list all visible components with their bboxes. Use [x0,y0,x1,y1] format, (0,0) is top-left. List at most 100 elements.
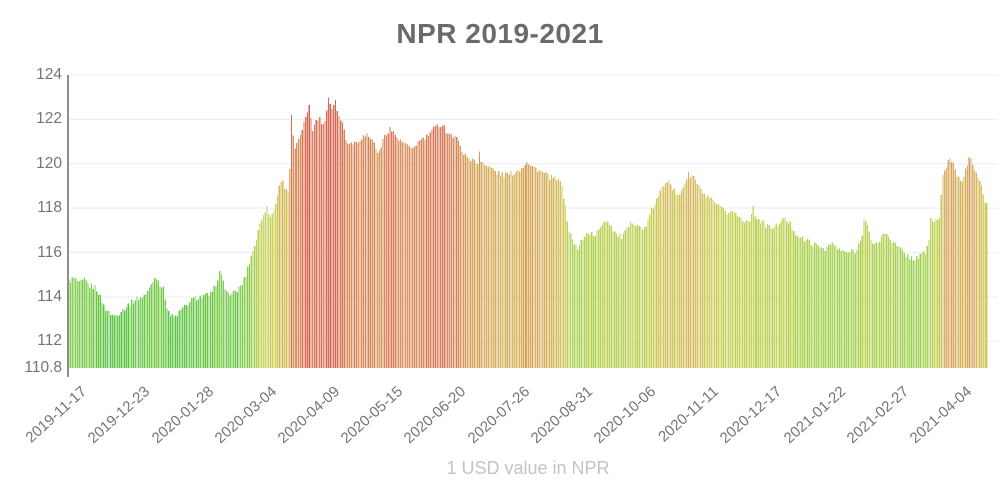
bar[interactable] [143,295,145,368]
bar[interactable] [238,286,240,368]
bar[interactable] [729,210,732,368]
bar[interactable] [433,126,435,369]
bar[interactable] [117,316,119,368]
bar[interactable] [289,168,291,368]
bar[interactable] [854,253,856,368]
bar[interactable] [285,188,287,368]
bar[interactable] [828,244,830,368]
bar[interactable] [248,263,251,368]
bar[interactable] [817,245,819,368]
bar[interactable] [345,139,347,368]
bar[interactable] [759,223,762,368]
bar[interactable] [427,135,430,368]
bar[interactable] [594,235,596,368]
bar[interactable] [508,174,510,368]
bar[interactable] [99,294,101,368]
bar[interactable] [940,195,942,368]
bar[interactable] [649,214,651,368]
bar[interactable] [218,271,221,368]
bar[interactable] [945,167,948,368]
bar[interactable] [391,131,393,368]
bar[interactable] [129,306,131,368]
bar[interactable] [457,140,460,368]
bar[interactable] [131,299,133,368]
bar[interactable] [303,122,305,368]
bar[interactable] [975,172,977,368]
bar[interactable] [473,159,475,368]
bar[interactable] [419,140,421,368]
bar[interactable] [800,237,802,368]
bar[interactable] [877,243,879,368]
bar[interactable] [431,129,433,368]
bar[interactable] [663,186,665,369]
bar[interactable] [359,140,361,368]
bar[interactable] [139,297,142,368]
bar[interactable] [162,286,165,368]
bar[interactable] [322,123,324,368]
bar[interactable] [923,251,925,368]
bar[interactable] [889,240,891,368]
bar[interactable] [585,233,588,368]
bar[interactable] [938,217,941,368]
bar[interactable] [334,100,337,369]
bar[interactable] [287,191,289,368]
bar[interactable] [166,308,168,368]
bar[interactable] [347,143,349,368]
bar[interactable] [547,173,549,368]
bar[interactable] [384,135,386,368]
bar[interactable] [90,283,93,368]
bar[interactable] [203,295,205,368]
bar[interactable] [506,173,509,368]
bar[interactable] [859,241,862,368]
bar[interactable] [266,206,268,368]
bar[interactable] [624,230,626,368]
bar[interactable] [320,123,323,368]
bar[interactable] [721,206,723,368]
bar[interactable] [327,97,330,368]
bar[interactable] [96,291,98,368]
bar[interactable] [282,180,284,368]
bar[interactable] [777,225,779,368]
bar[interactable] [543,173,546,368]
bar[interactable] [111,314,114,368]
bar[interactable] [533,166,535,368]
bar[interactable] [868,231,870,368]
bar[interactable] [485,165,488,368]
bar[interactable] [814,242,816,368]
bar[interactable] [550,174,553,368]
bar[interactable] [715,204,718,368]
bar[interactable] [650,207,653,368]
bar[interactable] [261,219,263,368]
bar[interactable] [505,172,507,368]
bar[interactable] [436,124,438,368]
bar[interactable] [779,223,781,368]
bar[interactable] [164,299,166,368]
bar[interactable] [578,245,581,368]
bar[interactable] [199,295,201,369]
bar[interactable] [236,292,238,368]
bar[interactable] [564,205,567,368]
bar[interactable] [786,221,788,368]
bar[interactable] [856,249,858,368]
bar[interactable] [671,190,674,368]
bar[interactable] [80,280,82,368]
bar[interactable] [958,176,960,368]
bar[interactable] [738,217,740,368]
bar[interactable] [612,231,614,368]
bar[interactable] [879,242,881,368]
bar[interactable] [615,233,618,368]
bar[interactable] [694,180,697,368]
bar[interactable] [829,244,832,368]
bar[interactable] [434,125,437,368]
bar[interactable] [568,231,570,368]
bar[interactable] [155,279,158,368]
bar[interactable] [83,277,86,368]
bar[interactable] [601,225,603,368]
bar[interactable] [577,249,579,369]
bar[interactable] [684,183,686,368]
bar[interactable] [763,220,765,368]
bar[interactable] [882,234,884,368]
bar[interactable] [784,217,786,368]
bar[interactable] [852,250,855,368]
bar[interactable] [542,171,544,368]
